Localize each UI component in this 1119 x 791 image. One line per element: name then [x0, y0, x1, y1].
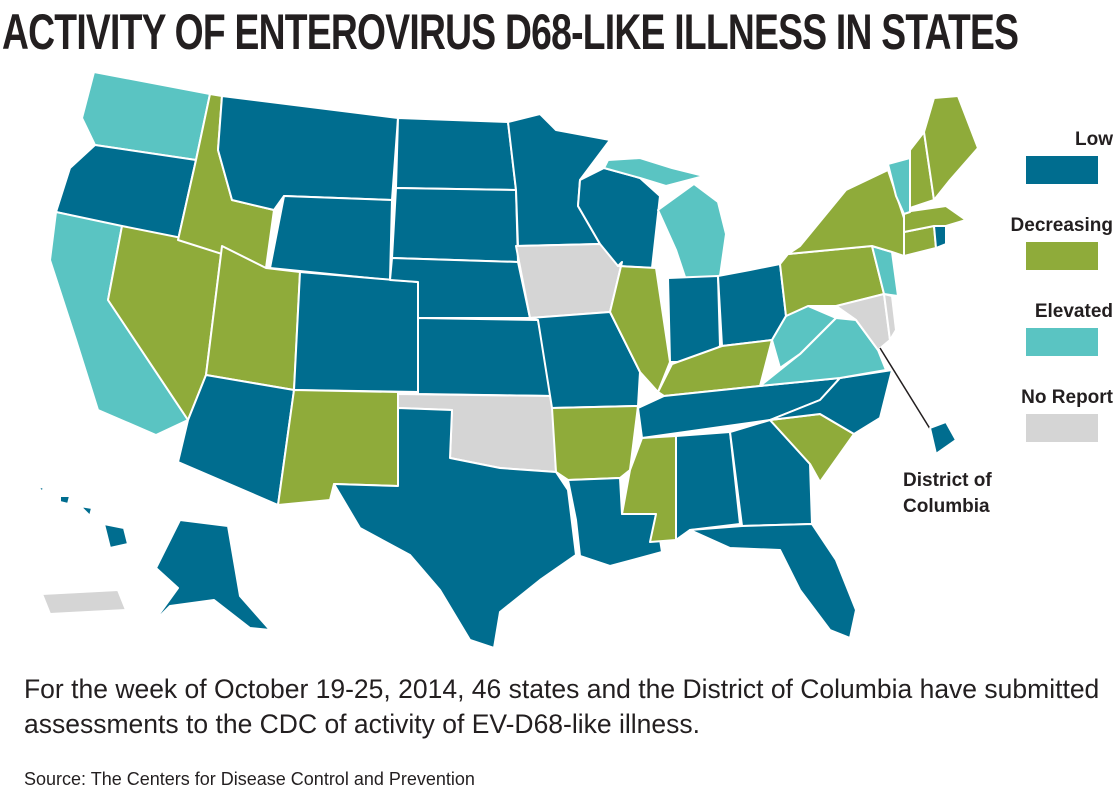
- state-MI-upper[interactable]: [603, 157, 705, 187]
- state-LA[interactable]: [567, 477, 663, 567]
- state-VT[interactable]: [887, 157, 911, 215]
- state-NY[interactable]: [787, 169, 905, 257]
- legend-item-decreasing: Decreasing: [990, 214, 1118, 270]
- state-AL[interactable]: [675, 431, 741, 541]
- dc-callout-line1: District of: [903, 470, 992, 491]
- state-IA[interactable]: [515, 243, 623, 319]
- dc-callout-label: District of Columbia: [903, 468, 1033, 520]
- state-SD[interactable]: [391, 187, 519, 263]
- state-AK[interactable]: [151, 519, 271, 631]
- legend-item-low: Low: [990, 128, 1118, 184]
- legend-label-no-report: No Report: [1021, 387, 1113, 408]
- state-HI-4[interactable]: [103, 523, 129, 549]
- legend-item-elevated: Elevated: [990, 300, 1118, 356]
- state-TX[interactable]: [333, 407, 577, 649]
- state-RI[interactable]: [933, 225, 947, 249]
- state-AR[interactable]: [551, 405, 639, 481]
- state-MA[interactable]: [903, 205, 967, 233]
- state-WY[interactable]: [269, 195, 393, 281]
- state-PR[interactable]: [41, 589, 127, 615]
- state-CO[interactable]: [293, 271, 419, 393]
- state-HI-2[interactable]: [59, 495, 71, 505]
- state-KS[interactable]: [417, 317, 553, 397]
- state-HI-3[interactable]: [79, 505, 93, 517]
- legend-item-no-report: No Report: [990, 386, 1118, 442]
- legend-swatch-decreasing: [1026, 242, 1098, 270]
- state-DC[interactable]: [929, 421, 957, 455]
- state-GA[interactable]: [729, 419, 813, 527]
- legend-swatch-no-report: [1026, 414, 1098, 442]
- legend-label-elevated: Elevated: [1034, 301, 1113, 322]
- state-HI-1[interactable]: [37, 485, 45, 493]
- state-MI[interactable]: [657, 183, 727, 281]
- us-state-map: [0, 62, 1119, 662]
- legend-swatch-elevated: [1026, 328, 1098, 356]
- description-text: For the week of October 19-25, 2014, 46 …: [24, 674, 1100, 739]
- dc-callout-line2: Columbia: [903, 496, 990, 517]
- state-MT[interactable]: [217, 95, 399, 211]
- legend-label-low: Low: [1075, 129, 1113, 150]
- source-credit: Source: The Centers for Disease Control …: [24, 769, 475, 789]
- state-NC[interactable]: [769, 369, 893, 435]
- state-MD[interactable]: [835, 293, 891, 351]
- state-IL[interactable]: [609, 261, 671, 393]
- legend-swatch-low: [1026, 156, 1098, 184]
- dc-pointer-line: [879, 347, 933, 433]
- state-AZ[interactable]: [177, 374, 295, 506]
- state-ME[interactable]: [923, 95, 979, 201]
- map-title: ACTIVITY OF ENTEROVIRUS D68-LIKE ILLNESS…: [2, 4, 1019, 60]
- state-FL[interactable]: [689, 523, 857, 639]
- state-ND[interactable]: [395, 117, 517, 191]
- legend-label-decreasing: Decreasing: [1010, 215, 1113, 236]
